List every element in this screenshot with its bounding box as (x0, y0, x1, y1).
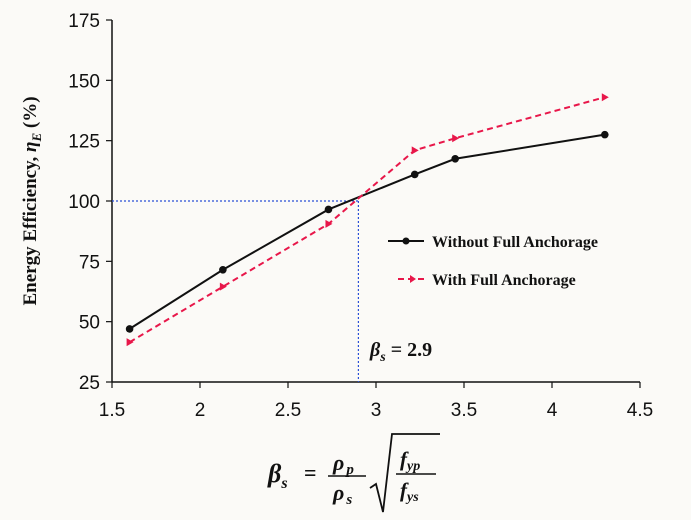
x-tick-label: 4 (547, 400, 558, 421)
formula-denominator-subscript: s (345, 492, 352, 508)
y-axis-label: Energy Efficiency, ηE (%) (20, 96, 44, 305)
y-axis-label-subscript: E (29, 133, 44, 143)
formula-equals: = (304, 460, 317, 485)
formula-root-numerator: fyp (400, 447, 420, 474)
data-point (601, 130, 609, 139)
legend-item-without: Without Full Anchorage (388, 234, 598, 251)
data-point (325, 219, 333, 228)
legend-label-with: With Full Anchorage (432, 272, 576, 289)
formula-root-numerator-subscript: yp (405, 459, 420, 474)
x-tick-label: 4.5 (627, 400, 653, 421)
y-axis-label-unit: (%) (20, 96, 41, 132)
legend-marker-with (410, 275, 416, 283)
legend-item-with: With Full Anchorage (398, 272, 576, 289)
y-tick-label: 125 (68, 132, 100, 153)
series-layer (125, 93, 609, 347)
formula-sqrt-sign (369, 433, 440, 513)
y-tick-label: 100 (68, 192, 100, 213)
data-point (410, 170, 419, 179)
formula-root-denominator-symbol: f (400, 478, 409, 502)
formula-numerator-symbol: ρ (332, 450, 344, 475)
data-point (219, 282, 227, 291)
y-tick-label: 150 (68, 71, 100, 92)
beta-annotation-symbol: β (369, 339, 381, 361)
data-point (601, 93, 609, 102)
data-point (125, 325, 134, 333)
data-point (219, 265, 227, 274)
formula-lhs-symbol: β (267, 459, 282, 488)
y-tick-label: 25 (79, 373, 100, 394)
data-point (451, 154, 460, 163)
x-tick-label: 3 (371, 400, 382, 421)
x-tick-label: 2 (195, 400, 206, 421)
y-tick-label: 50 (79, 313, 100, 334)
reference-lines (112, 200, 359, 382)
formula-lhs-subscript: s (280, 475, 287, 492)
data-point (324, 205, 333, 214)
y-tick-label: 175 (68, 11, 100, 32)
y-axis-label-symbol: η (20, 142, 41, 152)
formula-lhs: βs (267, 459, 288, 492)
formula-denominator-symbol: ρ (332, 480, 344, 505)
x-tick-label: 2.5 (275, 400, 301, 421)
legend-marker-without (402, 237, 410, 245)
beta-annotation-value: = 2.9 (386, 339, 432, 361)
x-tick-label: 3.5 (451, 400, 477, 421)
beta-annotation: βs = 2.9 (369, 339, 432, 365)
legend-label-without: Without Full Anchorage (432, 234, 598, 251)
axes (111, 20, 640, 383)
beta-annotation-subscript: s (379, 350, 386, 365)
formula-root-denominator-subscript: ys (405, 490, 419, 505)
data-point (452, 134, 460, 143)
series-line-0 (129, 133, 605, 330)
data-point (126, 338, 134, 347)
formula-numerator-subscript: p (344, 462, 354, 478)
tick-marks: 25 50 75 100 125 150 175 1.5 2 2.5 3 3.5 4 4.5 (68, 11, 653, 421)
data-point (411, 146, 419, 155)
formula-root-numerator-symbol: f (400, 447, 409, 471)
legend: Without Full Anchorage With Full Anchora… (388, 234, 598, 289)
x-tick-label: 1.5 (99, 400, 125, 421)
formula-root-denominator: fys (400, 478, 419, 505)
y-tick-label: 75 (79, 252, 100, 273)
y-axis-label-main: Energy Efficiency, (20, 152, 41, 306)
series-line-1 (129, 96, 606, 344)
